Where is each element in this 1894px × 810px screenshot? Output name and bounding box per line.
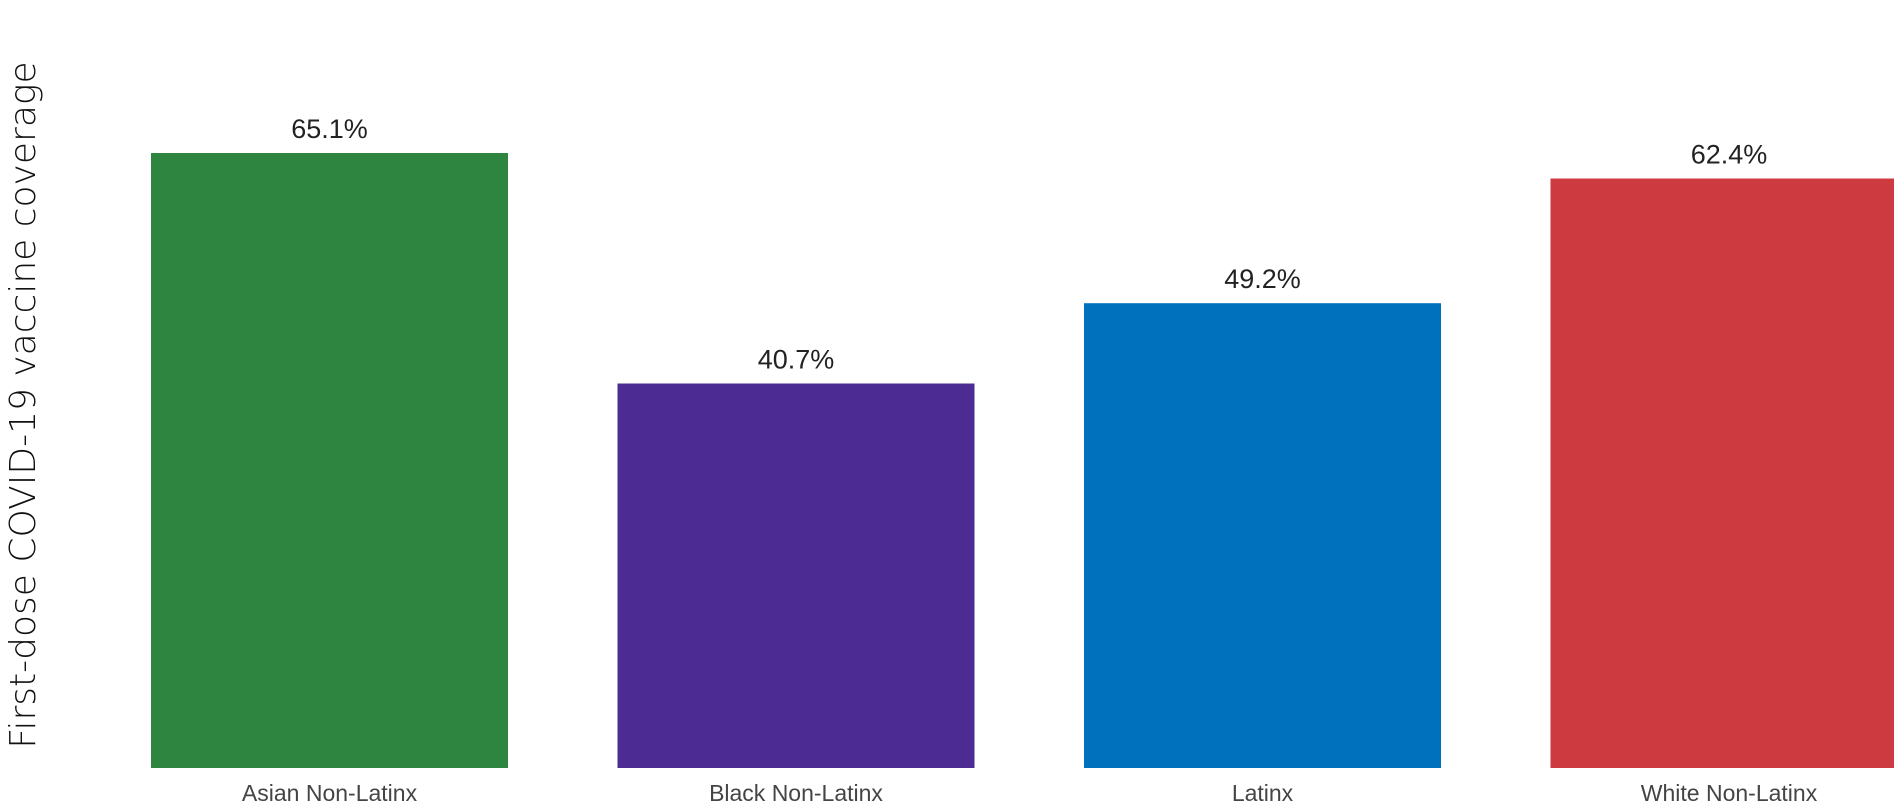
- x-tick-label-asian-non-latinx: Asian Non-Latinx: [242, 780, 418, 806]
- x-tick-label-latinx: Latinx: [1232, 780, 1294, 806]
- plot-area: 65.1% Asian Non-Latinx 40.7% Black Non-Lati…: [151, 114, 1894, 806]
- bar-latinx: [1084, 303, 1441, 768]
- bar-white-non-latinx: [1550, 178, 1894, 769]
- bar-black-non-latinx: [617, 383, 975, 768]
- x-tick-label-black-non-latinx: Black Non-Latinx: [709, 780, 883, 806]
- data-label-white-non-latinx: 62.4%: [1691, 140, 1768, 170]
- x-tick-label-white-non-latinx: White Non-Latinx: [1641, 780, 1818, 806]
- data-label-latinx: 49.2%: [1224, 264, 1301, 294]
- bar-asian-non-latinx: [151, 153, 508, 768]
- y-axis-label: First-dose COVID-19 vaccine coverage: [3, 61, 44, 748]
- data-label-black-non-latinx: 40.7%: [758, 345, 835, 375]
- data-label-asian-non-latinx: 65.1%: [291, 114, 368, 144]
